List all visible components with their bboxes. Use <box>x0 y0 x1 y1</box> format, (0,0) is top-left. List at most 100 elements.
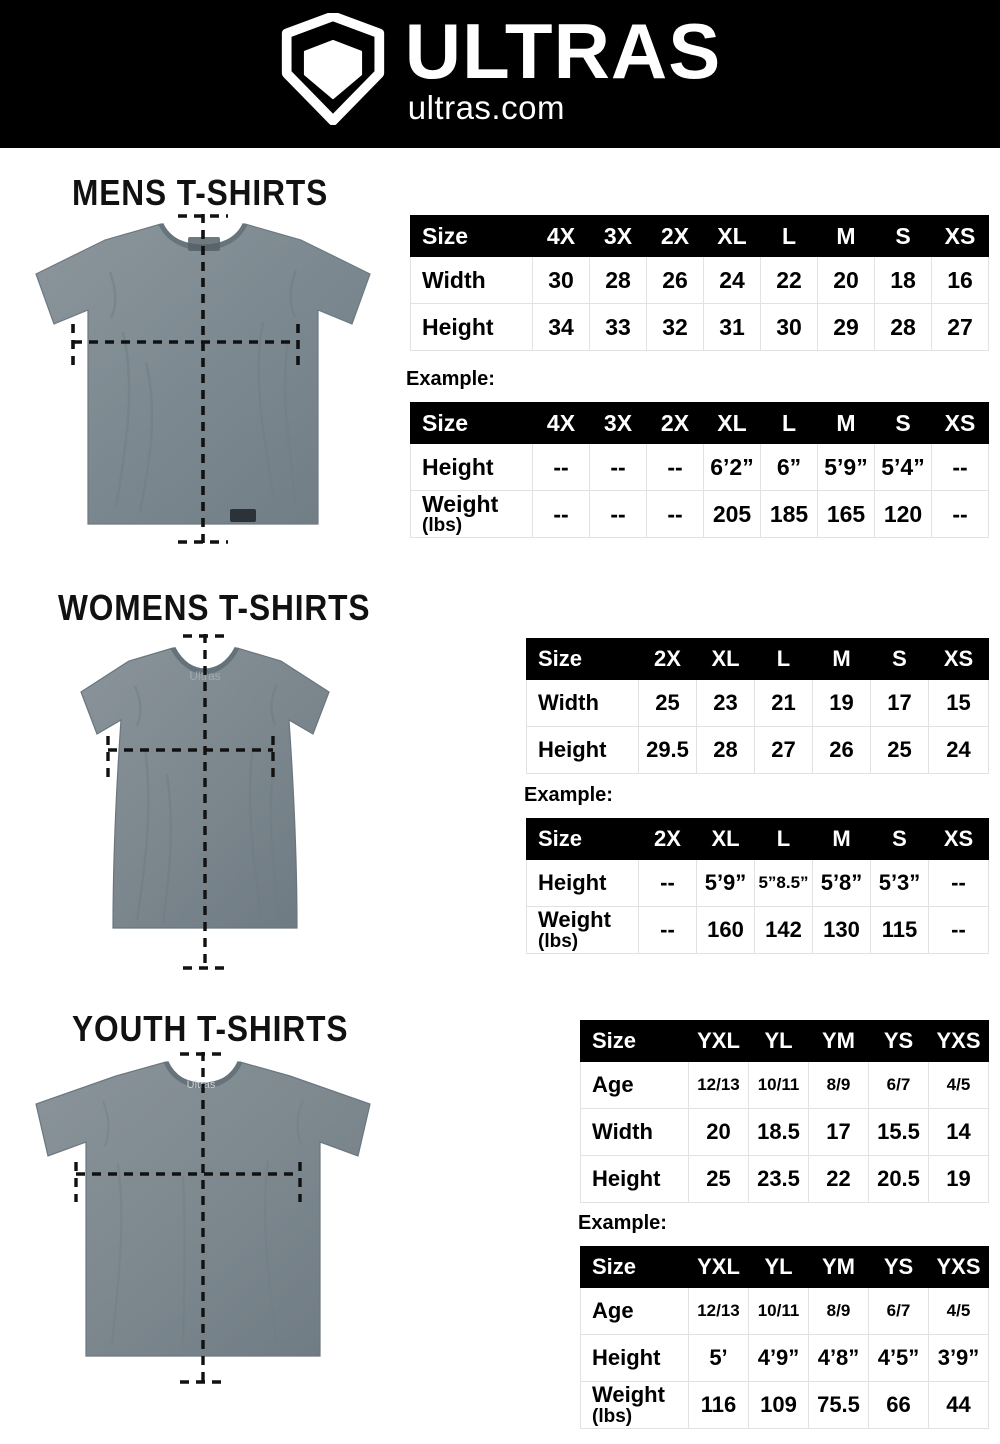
cell: 28 <box>696 726 755 774</box>
table-header-row: Size 2X XL L M S XS <box>526 818 989 860</box>
row-label-main: Weight <box>592 1382 665 1408</box>
col-header: S <box>870 638 929 680</box>
row-label: Height <box>410 443 533 491</box>
table-row: Weight (lbs) -- -- -- 205 185 165 120 -- <box>410 490 989 538</box>
cell: -- <box>532 443 590 491</box>
cell: 17 <box>808 1108 869 1156</box>
col-header: M <box>817 215 875 257</box>
brand-url: ultras.com <box>407 88 565 126</box>
cell: 109 <box>748 1381 809 1429</box>
cell: 12/13 <box>688 1287 749 1335</box>
youth-example-label: Example: <box>578 1212 667 1234</box>
col-header: 3X <box>589 215 647 257</box>
cell: -- <box>931 443 989 491</box>
row-label: Weight (lbs) <box>410 490 533 538</box>
brand-name: ULTRAS <box>404 6 722 95</box>
mens-tshirt-illustration <box>18 212 388 552</box>
cell: 130 <box>812 906 871 954</box>
col-header: XS <box>931 215 989 257</box>
cell: 14 <box>928 1108 989 1156</box>
row-label-sub: (lbs) <box>538 930 579 952</box>
col-header: 2X <box>638 638 697 680</box>
cell: 120 <box>874 490 932 538</box>
cell: 115 <box>870 906 929 954</box>
row-label: Height <box>526 859 639 907</box>
cell: 116 <box>688 1381 749 1429</box>
measure-lines <box>106 634 275 970</box>
cell: 185 <box>760 490 818 538</box>
cell: 6/7 <box>868 1287 929 1335</box>
cell: 23 <box>696 679 755 727</box>
row-label: Age <box>580 1287 689 1335</box>
row-label-main: Weight <box>538 907 611 933</box>
womens-tshirt-illustration: Ultras <box>45 628 365 980</box>
row-label: Weight (lbs) <box>526 906 639 954</box>
table-row: Weight (lbs) 116 109 75.5 66 44 <box>580 1381 989 1429</box>
table-row: Width 25 23 21 19 17 15 <box>526 679 989 727</box>
cell: 25 <box>688 1155 749 1203</box>
cell: 5’ <box>688 1334 749 1382</box>
cell: 4’8” <box>808 1334 869 1382</box>
cell: 34 <box>532 303 590 351</box>
col-header: Size <box>410 215 533 257</box>
cell: 30 <box>532 256 590 304</box>
col-header: YS <box>868 1246 929 1288</box>
cell: -- <box>928 906 989 954</box>
col-header: Size <box>526 818 639 860</box>
row-label-main: Weight <box>422 490 499 517</box>
cell: 15.5 <box>868 1108 929 1156</box>
col-header: XS <box>928 638 989 680</box>
cell: 4’9” <box>748 1334 809 1382</box>
measure-lines <box>71 214 300 544</box>
col-header: XL <box>703 215 761 257</box>
cell: 4/5 <box>928 1287 989 1335</box>
cell: 27 <box>931 303 989 351</box>
col-header: YS <box>868 1020 929 1062</box>
cell: 15 <box>928 679 989 727</box>
cell: 8/9 <box>808 1061 869 1109</box>
brand-text-block: ULTRAS ultras.com <box>404 6 722 126</box>
cell: 5’3” <box>870 859 929 907</box>
mens-size-table: Size 4X 3X 2X XL L M S XS Width 30 28 26… <box>410 215 989 351</box>
col-header: YM <box>808 1246 869 1288</box>
womens-example-table: Size 2X XL L M S XS Height -- 5’9” 5”8.5… <box>526 818 989 954</box>
row-label: Width <box>410 256 533 304</box>
mens-example-table: Size 4X 3X 2X XL L M S XS Height -- -- -… <box>410 402 989 538</box>
section-title-womens: WOMENS T-SHIRTS <box>58 587 371 628</box>
cell: 165 <box>817 490 875 538</box>
cell: 6” <box>760 443 818 491</box>
col-header: Size <box>526 638 639 680</box>
cell: 24 <box>703 256 761 304</box>
cell: 5’8” <box>812 859 871 907</box>
cell: 16 <box>931 256 989 304</box>
row-label: Weight (lbs) <box>580 1381 689 1429</box>
col-header: 2X <box>638 818 697 860</box>
cell: 5’4” <box>874 443 932 491</box>
table-row: Height 34 33 32 31 30 29 28 27 <box>410 303 989 351</box>
table-row: Age 12/13 10/11 8/9 6/7 4/5 <box>580 1061 989 1109</box>
cell: 205 <box>703 490 761 538</box>
col-header: YXS <box>928 1246 989 1288</box>
table-header-row: Size 2X XL L M S XS <box>526 638 989 680</box>
col-header: YM <box>808 1020 869 1062</box>
row-label: Height <box>580 1155 689 1203</box>
section-title-mens: MENS T-SHIRTS <box>72 172 329 213</box>
cell: 28 <box>589 256 647 304</box>
table-row: Age 12/13 10/11 8/9 6/7 4/5 <box>580 1287 989 1335</box>
table-row: Height -- 5’9” 5”8.5” 5’8” 5’3” -- <box>526 859 989 907</box>
cell: -- <box>931 490 989 538</box>
col-header: 4X <box>532 402 590 444</box>
row-label-sub: (lbs) <box>592 1405 633 1427</box>
womens-size-table: Size 2X XL L M S XS Width 25 23 21 19 17… <box>526 638 989 774</box>
col-header: L <box>760 402 818 444</box>
cell: 6/7 <box>868 1061 929 1109</box>
col-header: Size <box>410 402 533 444</box>
row-label: Height <box>410 303 533 351</box>
cell: -- <box>638 859 697 907</box>
cell: -- <box>532 490 590 538</box>
mens-example-label: Example: <box>406 368 495 390</box>
cell: -- <box>589 443 647 491</box>
svg-text:Ultras: Ultras <box>189 669 220 683</box>
col-header: XL <box>703 402 761 444</box>
cell: -- <box>646 443 704 491</box>
